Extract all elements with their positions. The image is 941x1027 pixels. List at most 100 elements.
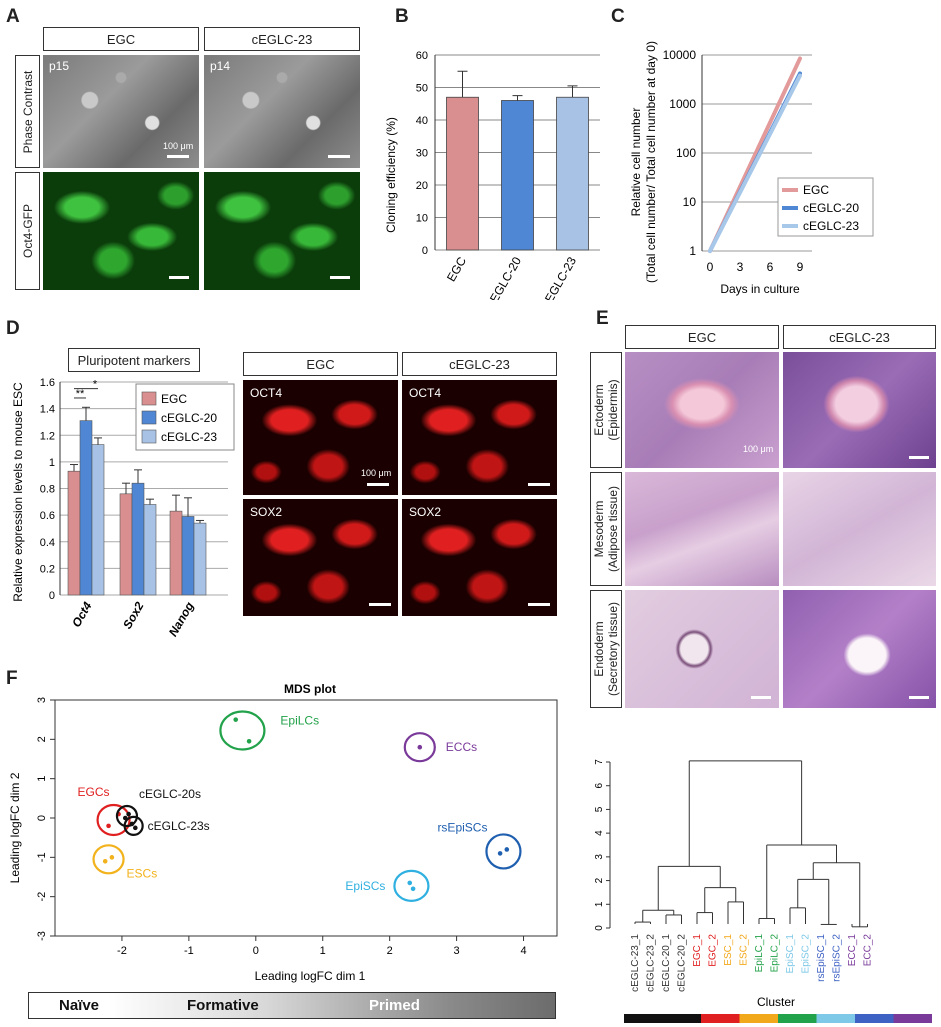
y-tick-label: 0: [36, 815, 48, 821]
x-tick-label: 1: [320, 945, 326, 957]
leaf-label: EGC_2: [708, 934, 719, 967]
y-tick-label: 0: [422, 245, 428, 257]
y-tick-label: 0.8: [40, 484, 55, 496]
sox2-cegl23-image: SOX2: [402, 499, 557, 616]
data-point: [133, 825, 138, 831]
x-tick-label: 0: [707, 260, 714, 274]
group-label: cEGLC-20s: [139, 787, 201, 801]
cluster-bar-segment: [739, 1014, 778, 1023]
group-label: EpiSCs: [345, 879, 385, 893]
panel-b-ylabel: Cloning efficiency (%): [384, 117, 398, 233]
endoderm-egc-image: [625, 590, 779, 708]
group-ellipse: [96, 803, 131, 837]
y-tick-label: 0: [594, 925, 605, 931]
panel-a-row-gfp: Oct4-GFP: [15, 172, 40, 290]
x-tick-label: Oct4: [69, 599, 95, 629]
y-tick-label: -1: [36, 852, 48, 862]
scale-bar: [330, 276, 350, 279]
scale-bar: [169, 276, 189, 279]
cluster-bar-segment: [624, 1014, 701, 1023]
x-tick-label: EGC: [444, 254, 469, 284]
panel-f-dendrogram: 0 1 2 3 4 5 6 7 cEGLC-23_1 cEGLC-23_2 cEGLC-20_1 c…: [594, 759, 932, 1023]
scale-label: 100 μm: [743, 444, 774, 454]
scale-bar: [751, 696, 771, 699]
data-point: [497, 851, 503, 856]
y-tick-label: 60: [416, 50, 428, 62]
panel-c-xlabel: Days in culture: [720, 282, 800, 296]
y-tick-label: -3: [36, 931, 48, 941]
y-tick-label: -2: [36, 892, 48, 902]
ectoderm-label-2: (Epidermis): [606, 379, 620, 441]
group-ellipse: [219, 710, 266, 751]
x-tick-label: 6: [767, 260, 774, 274]
bar: [556, 96, 589, 251]
leaf-label: ESC_2: [739, 934, 750, 966]
data-point: [246, 739, 252, 744]
x-tick-label: -1: [184, 945, 194, 957]
scale-label: 100 μm: [361, 468, 392, 478]
endoderm-label: Endoderm (Secretory tissue): [592, 602, 620, 696]
group-label: ECCs: [446, 740, 477, 754]
data-point: [106, 823, 111, 829]
group-label: EGCs: [78, 785, 110, 799]
y-tick-label: 2: [594, 877, 605, 883]
group-ellipse: [92, 844, 125, 875]
panel-label-c: C: [611, 6, 625, 27]
panel-d-title: Pluripotent markers: [68, 348, 200, 372]
cluster-bar-segment: [778, 1014, 817, 1023]
panel-f-mds-chart: MDS plot -2 -1 0 1 2 3 4 3 2 1 0 -1 -2 -3 EpiLCs ECCs E…: [8, 682, 558, 983]
y-tick-label: 1: [689, 244, 696, 258]
gradient-label-naive: Naïve: [59, 997, 100, 1014]
group-label: EpiLCs: [280, 713, 319, 727]
panel-d-col-cegl23: cEGLC-23: [402, 352, 557, 376]
oct4-gfp-egc-image: [43, 172, 199, 290]
panel-a-row-phase-label: Phase Contrast: [20, 70, 35, 153]
y-tick-label: 20: [416, 180, 428, 192]
x-tick-label: cEGLC-20: [484, 254, 524, 300]
y-tick-label: 7: [594, 759, 605, 765]
passage-label: p14: [210, 59, 231, 73]
panel-e-row-ectoderm: Ectoderm (Epidermis): [590, 352, 622, 468]
leaf-label: EpiLC_2: [770, 934, 781, 973]
panel-d-ylabel: Relative expression levels to mouse ESC: [11, 382, 25, 602]
scale-bar: [369, 603, 391, 606]
x-tick-label: -2: [117, 945, 127, 957]
bar: [446, 96, 479, 251]
y-tick-label: 1.6: [40, 377, 55, 389]
y-tick-label: 40: [416, 115, 428, 127]
x-tick-label: 2: [387, 945, 393, 957]
bar: [67, 470, 81, 596]
x-tick-label: Nanog: [166, 599, 197, 639]
leaf-label: EpiSC_1: [785, 934, 796, 974]
y-tick-label: 1.4: [40, 404, 55, 416]
y-tick-label: 0: [49, 590, 55, 602]
bar: [501, 100, 534, 251]
y-tick-label: 1.2: [40, 430, 55, 442]
sox2-egc-image: SOX2: [243, 499, 398, 616]
leaf-label: cEGLC-23_2: [646, 934, 657, 992]
bar: [169, 510, 183, 596]
y-tick-label: 1: [594, 901, 605, 907]
bar: [131, 482, 145, 596]
y-tick-label: 1: [36, 776, 48, 782]
cluster-bar-segment: [893, 1014, 932, 1023]
cluster-label: Cluster: [757, 995, 795, 1009]
group-ellipse: [123, 815, 144, 836]
leaf-label: cEGLC-23_1: [630, 934, 641, 992]
phase-contrast-egc-image: p15 100 μm: [43, 55, 199, 168]
bar: [91, 444, 105, 596]
ectoderm-egc-image: 100 μm: [625, 352, 779, 468]
gradient-label-primed: Primed: [369, 997, 420, 1014]
x-tick-label: 3: [737, 260, 744, 274]
data-point: [126, 811, 131, 817]
panel-c-ylabel-2: (Total cell number/ Total cell number at…: [644, 41, 658, 283]
oct4-gfp-cegl23-image: [204, 172, 360, 290]
group-label: cEGLC-23s: [148, 819, 210, 833]
bar: [181, 516, 195, 596]
panel-label-b: B: [395, 6, 409, 27]
group-ellipse: [485, 833, 522, 870]
y-tick-label: 6: [594, 782, 605, 788]
y-tick-label: 10000: [663, 48, 697, 62]
panel-label-e: E: [596, 308, 609, 329]
